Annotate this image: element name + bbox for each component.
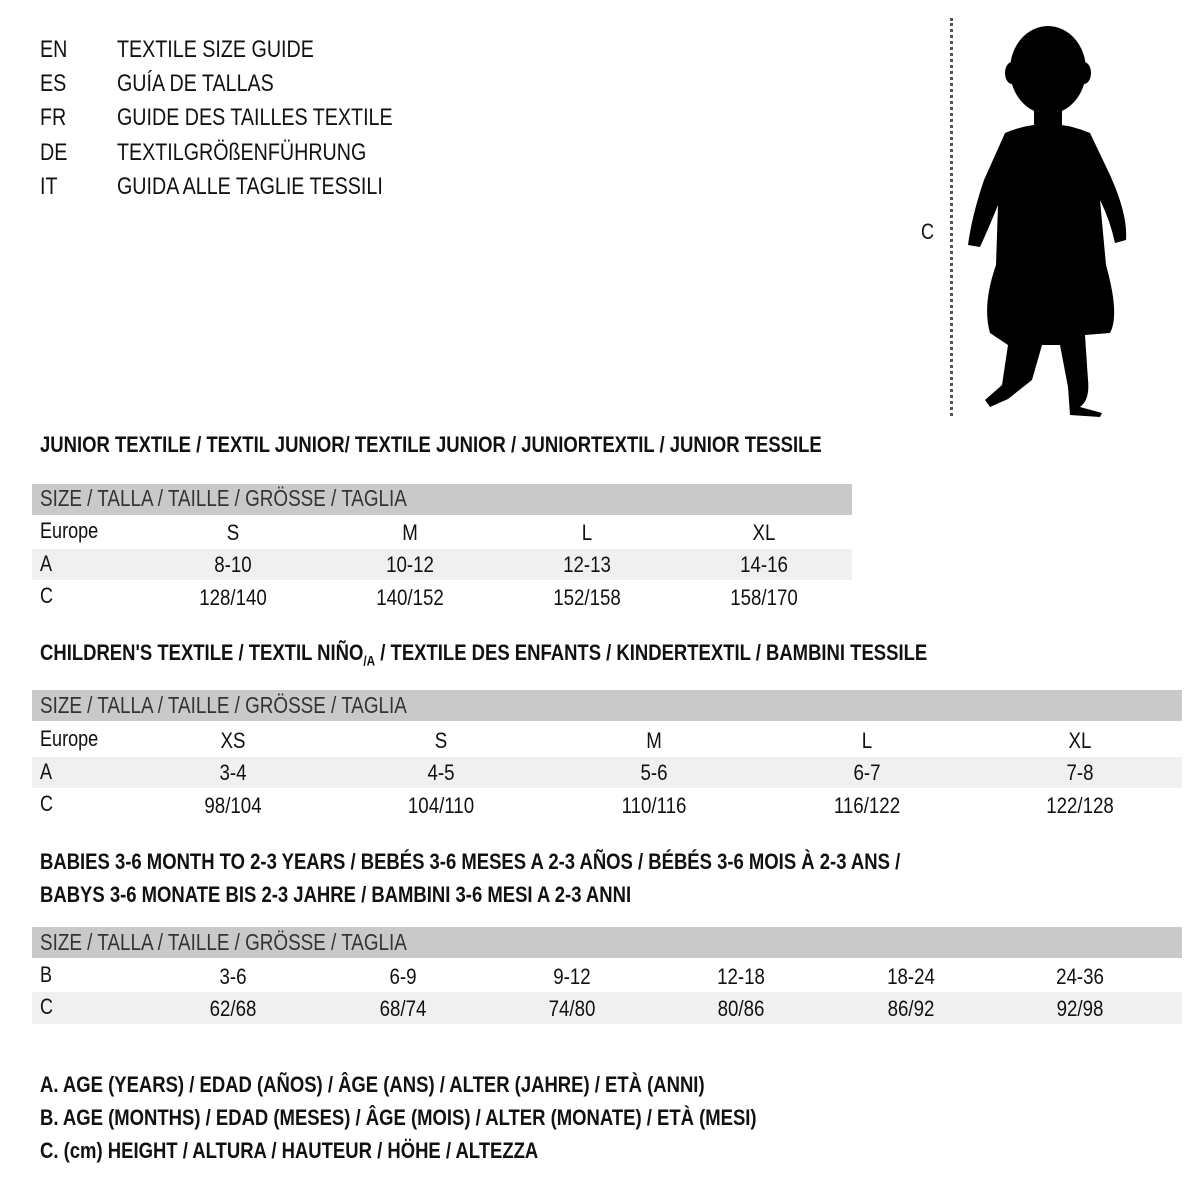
cell: S	[226, 520, 240, 545]
cell: 14-16	[740, 552, 788, 577]
lang-code: DE	[40, 139, 68, 166]
cell: 4-5	[427, 760, 455, 785]
cell: 12-13	[563, 552, 611, 577]
cell: 6-7	[853, 760, 881, 785]
cell: XS	[220, 728, 246, 753]
cell: 6-9	[389, 964, 417, 989]
row-label: B	[40, 962, 53, 987]
row-label: A	[40, 759, 53, 784]
cell: 5-6	[640, 760, 668, 785]
height-dashed-line	[950, 18, 953, 416]
cell: M	[402, 520, 418, 545]
cell: S	[434, 728, 448, 753]
cell: 80/86	[717, 996, 765, 1021]
section-title: BABIES 3-6 MONTH TO 2-3 YEARS / BEBÉS 3-…	[40, 849, 901, 874]
lang-code: IT	[40, 173, 58, 200]
cell: 12-18	[717, 964, 765, 989]
alt-row-band	[32, 992, 1182, 1024]
lang-code: EN	[40, 36, 68, 63]
section-title: CHILDREN'S TEXTILE / TEXTIL NIÑO/A / TEX…	[40, 639, 927, 674]
cell: 24-36	[1056, 964, 1104, 989]
table-header: SIZE / TALLA / TAILLE / GRÖSSE / TAGLIA	[40, 692, 407, 718]
lang-title: TEXTILGRÖßENFÜHRUNG	[117, 139, 367, 166]
row-label: A	[40, 551, 53, 576]
cell: 86/92	[887, 996, 935, 1021]
cell: 98/104	[204, 793, 262, 818]
lang-title: GUÍA DE TALLAS	[117, 70, 274, 97]
cell: 68/74	[379, 996, 427, 1021]
table-header-band	[32, 690, 1182, 721]
cell: 74/80	[548, 996, 596, 1021]
row-label: C	[40, 791, 54, 816]
title-subscript: /A	[363, 652, 376, 669]
title-part: CHILDREN'S TEXTILE / TEXTIL NIÑO	[40, 640, 364, 665]
legend-item: C. (cm) HEIGHT / ALTURA / HAUTEUR / HÖHE…	[40, 1138, 539, 1163]
cell: 3-6	[219, 964, 247, 989]
cell: 92/98	[1056, 996, 1104, 1021]
cell: 152/158	[553, 585, 621, 610]
cell: 104/110	[407, 793, 475, 818]
baby-silhouette-icon	[968, 26, 1127, 417]
row-label: Europe	[40, 518, 99, 543]
table-header-band	[32, 484, 852, 515]
cell: 10-12	[386, 552, 434, 577]
cell: 128/140	[199, 585, 267, 610]
cell: 18-24	[887, 964, 935, 989]
cell: 116/122	[833, 793, 901, 818]
cell: XL	[1068, 728, 1092, 753]
section-title: JUNIOR TEXTILE / TEXTIL JUNIOR/ TEXTILE …	[40, 432, 822, 457]
legend-item: A. AGE (YEARS) / EDAD (AÑOS) / ÂGE (ANS)…	[40, 1072, 705, 1097]
cell: 140/152	[376, 585, 444, 610]
legend-item: B. AGE (MONTHS) / EDAD (MESES) / ÂGE (MO…	[40, 1105, 757, 1130]
row-label: C	[40, 994, 54, 1019]
cell: 7-8	[1066, 760, 1094, 785]
cell: M	[646, 728, 662, 753]
lang-title: GUIDA ALLE TAGLIE TESSILI	[117, 173, 383, 200]
lang-code: ES	[40, 70, 67, 97]
alt-row-band	[32, 549, 852, 580]
cell: 3-4	[219, 760, 247, 785]
cell: L	[861, 728, 873, 753]
lang-title: TEXTILE SIZE GUIDE	[117, 36, 314, 63]
cell: L	[581, 520, 593, 545]
title-part: / TEXTILE DES ENFANTS / KINDERTEXTIL / B…	[375, 640, 928, 665]
table-header: SIZE / TALLA / TAILLE / GRÖSSE / TAGLIA	[40, 485, 407, 511]
section-title: BABYS 3-6 MONATE BIS 2-3 JAHRE / BAMBINI…	[40, 882, 632, 907]
cell: 62/68	[209, 996, 257, 1021]
cell: 8-10	[214, 552, 252, 577]
table-header: SIZE / TALLA / TAILLE / GRÖSSE / TAGLIA	[40, 929, 407, 955]
lang-code: FR	[40, 104, 67, 131]
cell: 158/170	[730, 585, 798, 610]
height-label: C	[921, 219, 935, 244]
alt-row-band	[32, 757, 1182, 788]
table-header-band	[32, 927, 1182, 958]
cell: XL	[752, 520, 776, 545]
row-label: Europe	[40, 726, 99, 751]
lang-title: GUIDE DES TAILLES TEXTILE	[117, 104, 393, 131]
row-label: C	[40, 583, 54, 608]
cell: 110/116	[621, 793, 687, 818]
cell: 122/128	[1046, 793, 1114, 818]
cell: 9-12	[553, 964, 591, 989]
